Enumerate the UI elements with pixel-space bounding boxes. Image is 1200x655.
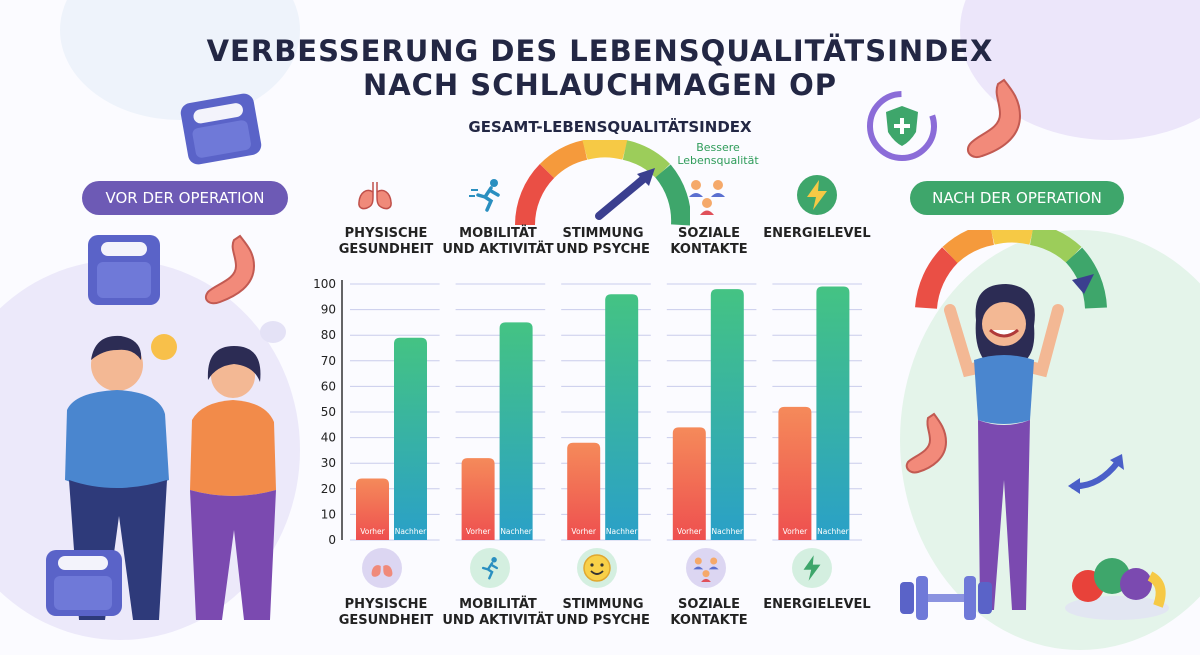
sad-bubble-icon (260, 321, 286, 343)
bar-nachher-2 (499, 322, 533, 540)
y-tick-label: 50 (321, 405, 336, 419)
stomach-icon-right-top (966, 78, 1022, 158)
y-tick-label: 80 (321, 328, 336, 342)
bar-series-label: Vorher (783, 527, 808, 536)
scale-icon-bottom-left (46, 550, 122, 616)
bar-series-label: Vorher (677, 527, 702, 536)
cat-top-label-2: MOBILITÄT UND AKTIVITÄT (442, 226, 554, 257)
lightning-icon (797, 175, 837, 215)
sad-man-illustration (65, 335, 169, 620)
stomach-icon-left (204, 234, 256, 305)
gauge-top (515, 140, 690, 226)
y-tick-label: 0 (328, 533, 336, 547)
runner-icon (468, 175, 508, 215)
gauge-label: Bessere Lebensqualität (677, 141, 759, 167)
title-line-2: NACH SCHLAUCHMAGEN OP (362, 68, 838, 102)
scale-icon-top-left (180, 93, 262, 165)
gauge-seg-orange (539, 140, 588, 179)
cat-bottom-label-4: SOZIALE KONTAKTE (670, 597, 748, 628)
y-tick-label: 60 (321, 379, 336, 393)
gauge-seg-yellow (582, 140, 628, 160)
y-tick-label: 40 (321, 431, 336, 445)
after-label: NACH DER OPERATION (910, 181, 1124, 215)
stomach-icon-right-bottom (905, 412, 948, 474)
bar-vorher-4 (672, 427, 706, 540)
bar-nachher-5 (816, 286, 850, 540)
y-tick-label: 30 (321, 456, 336, 470)
y-axis: 0 10 20 30 40 50 60 70 80 90 100 (313, 277, 343, 547)
lungs-icon (355, 175, 395, 215)
bar-nachher-1 (394, 337, 427, 540)
runner-icon-bottom (470, 548, 510, 588)
arrow-icon-right (1068, 454, 1124, 494)
chart-subtitle: GESAMT-LEBENSQUALITÄTSINDEX (468, 118, 752, 136)
cat-bottom-label-1: PHYSISCHE GESUNDHEIT (338, 597, 434, 628)
lightning-icon-bottom (792, 548, 832, 588)
gauge-seg-green (655, 164, 690, 226)
people-icon (687, 175, 727, 215)
title-line-1: VERBESSERUNG DES LEBENSQUALITÄTSINDEX (206, 34, 994, 68)
y-tick-label: 70 (321, 354, 336, 368)
cat-top-label-3: STIMMUNG UND PSYCHE (556, 226, 650, 257)
cat-bottom-label-2: MOBILITÄT UND AKTIVITÄT (442, 597, 554, 628)
vegetables-icon (1065, 558, 1169, 620)
gauge-seg-lightgreen (622, 140, 671, 179)
sad-face-icon (151, 334, 177, 360)
happy-woman-illustration (944, 284, 1064, 610)
bar-series-label: Vorher (466, 527, 491, 536)
bar-series-label: Nachher (395, 527, 427, 536)
smiley-icon (577, 548, 617, 588)
gauge-needle (595, 172, 651, 220)
gauge-right (915, 230, 1107, 310)
lungs-icon-bottom (362, 548, 402, 588)
y-tick-label: 10 (321, 507, 336, 521)
bar-series-label: Nachher (817, 527, 849, 536)
bar-nachher-4 (710, 289, 744, 540)
bar-nachher-3 (605, 294, 639, 540)
y-tick-label: 20 (321, 482, 336, 496)
bar-vorher-5 (778, 406, 812, 540)
cat-top-label-4: SOZIALE KONTAKTE (670, 226, 748, 257)
y-tick-label: 90 (321, 303, 336, 317)
bar-vorher-2 (461, 458, 495, 540)
dumbbell-icon (900, 576, 992, 620)
bar-series-label: Vorher (571, 527, 596, 536)
bar-series-label: Vorher (360, 527, 385, 536)
before-label: VOR DER OPERATION (82, 181, 288, 215)
cat-bottom-label-5: ENERGIELEVEL (763, 597, 871, 612)
people-icon-bottom (686, 548, 726, 588)
y-tick-label: 100 (313, 277, 336, 291)
gauge-seg-red (515, 164, 555, 226)
bars-layer: Vorher Nachher Vorher Nachher Vorher Nachher V… (356, 286, 850, 540)
shield-refresh-icon (867, 91, 937, 161)
cat-top-label-5: ENERGIELEVEL (763, 226, 871, 241)
scale-icon-left (88, 235, 160, 305)
bar-series-label: Nachher (712, 527, 744, 536)
bar-vorher-3 (567, 442, 601, 540)
bar-vorher-1 (356, 478, 389, 540)
sad-woman-illustration (190, 346, 276, 620)
bar-series-label: Nachher (500, 527, 532, 536)
gauge-needle-tip (637, 168, 655, 186)
bar-series-label: Nachher (606, 527, 638, 536)
cat-bottom-label-3: STIMMUNG UND PSYCHE (556, 597, 650, 628)
cat-top-label-1: PHYSISCHE GESUNDHEIT (338, 226, 434, 257)
